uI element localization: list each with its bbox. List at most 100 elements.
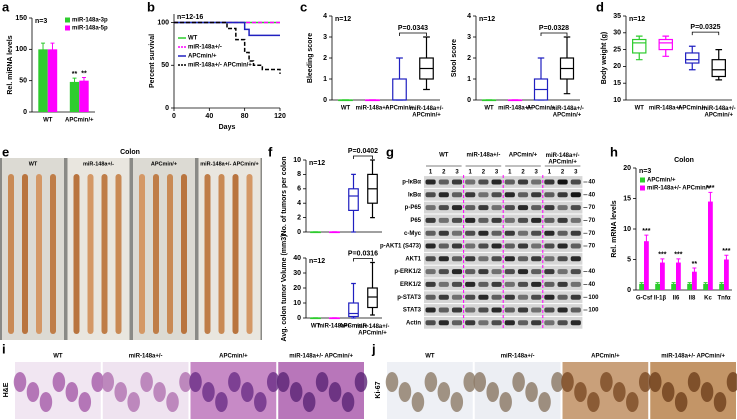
blot-band	[517, 307, 529, 313]
tissue	[499, 392, 512, 412]
size-marker: 70	[588, 205, 595, 211]
tissue	[687, 372, 701, 392]
tissue	[463, 372, 477, 392]
tissue	[153, 382, 166, 402]
significance-bracket	[353, 155, 373, 159]
bar	[703, 283, 708, 290]
x-tick-label: miR-148a+/-APCmin/+	[702, 106, 736, 119]
x-tick-label: miR-148a+/-APCmin/+	[356, 324, 390, 337]
blot-band	[465, 205, 476, 211]
blot-band	[478, 294, 489, 300]
tissue	[385, 372, 399, 392]
y-tick-label: 8	[297, 171, 301, 178]
box	[632, 38, 647, 54]
blot-band	[438, 307, 449, 313]
panel-title: Colon	[120, 149, 140, 156]
y-tick-label: 100	[157, 19, 169, 26]
tissue	[538, 392, 551, 412]
tissue	[525, 382, 538, 402]
row-label: IκBα	[408, 192, 421, 198]
blot-band	[504, 217, 515, 223]
whisker-low	[370, 307, 375, 316]
blot-band	[557, 243, 568, 249]
y-axis-label: Body weight (g)	[601, 32, 608, 85]
p-value: P=0.0328	[539, 25, 569, 32]
box	[392, 78, 407, 101]
blot-band	[570, 281, 581, 287]
y-tick-label: 2	[297, 214, 301, 221]
whisker-high	[563, 36, 571, 58]
group-label: WT	[53, 354, 63, 360]
sample-size: n=12-16	[177, 14, 203, 21]
group-label: miR-148a+/-	[129, 354, 163, 360]
blot-band	[557, 205, 568, 211]
whisker-high	[351, 282, 356, 303]
legend-swatch	[640, 177, 645, 183]
y-tick-label: 2	[467, 55, 471, 62]
blot-band	[451, 294, 463, 300]
lane-label: 3	[574, 170, 578, 176]
box	[711, 59, 726, 78]
tissue	[328, 382, 342, 402]
x-tick-label: WT	[341, 106, 351, 112]
blot-band	[465, 269, 476, 275]
legend-swatch	[65, 25, 70, 31]
blot-band	[504, 320, 515, 326]
bar	[639, 283, 644, 290]
blot-band	[438, 281, 449, 287]
blot-band	[517, 320, 529, 326]
error-bar	[703, 282, 708, 286]
error-bar	[676, 258, 681, 267]
legend-label: APCmin/+	[647, 178, 676, 184]
tissue	[78, 392, 92, 412]
row-label: p-AKT1 (S473)	[380, 244, 421, 250]
bar	[671, 283, 676, 290]
size-marker: 40	[588, 192, 595, 198]
blot-band	[531, 230, 542, 236]
tissue	[91, 372, 105, 392]
error-bar	[644, 234, 649, 248]
blot-band	[491, 230, 502, 236]
blot-band	[504, 243, 515, 249]
y-tick-label: 30	[293, 270, 301, 277]
tissue	[437, 382, 451, 402]
blot-band	[465, 256, 476, 262]
blot-band	[504, 294, 515, 300]
colon-tissue	[204, 174, 211, 334]
blot-band	[425, 243, 436, 249]
group-label: APCmin/+	[151, 161, 177, 167]
blot-band	[425, 294, 436, 300]
colon-tissue	[36, 174, 42, 334]
blot-band	[570, 269, 581, 275]
tissue	[202, 382, 215, 402]
group-label: APCmin/+	[509, 153, 538, 159]
row-label: p-IκBα	[402, 180, 421, 186]
survival-line	[174, 21, 281, 74]
panel-letter: c	[300, 0, 307, 14]
tissue	[52, 372, 66, 392]
bar	[38, 49, 48, 112]
lane-label: 1	[429, 170, 433, 176]
tissue	[215, 392, 228, 412]
bar	[660, 262, 665, 290]
blot-band	[451, 217, 463, 223]
significance: ***	[658, 252, 666, 259]
blot-band	[531, 269, 542, 275]
y-axis-label: Rel. miRNA levels	[7, 35, 14, 94]
tissue	[179, 372, 192, 392]
blot-band	[504, 307, 515, 313]
sample-size: n=12	[335, 16, 351, 23]
sample-size: n=3	[35, 18, 47, 25]
blot-band	[438, 269, 449, 275]
tissue	[674, 392, 688, 412]
bar	[708, 201, 713, 290]
y-axis-label: Bleeding score	[307, 33, 314, 83]
blot-band	[491, 217, 502, 223]
lane-label: 3	[535, 170, 539, 176]
box	[658, 38, 673, 51]
blot-band	[491, 256, 502, 262]
stain-label: Ki-67	[375, 381, 382, 398]
lane-label: 3	[495, 170, 499, 176]
blot-band	[531, 217, 542, 223]
y-tick-label: 10	[623, 226, 631, 233]
